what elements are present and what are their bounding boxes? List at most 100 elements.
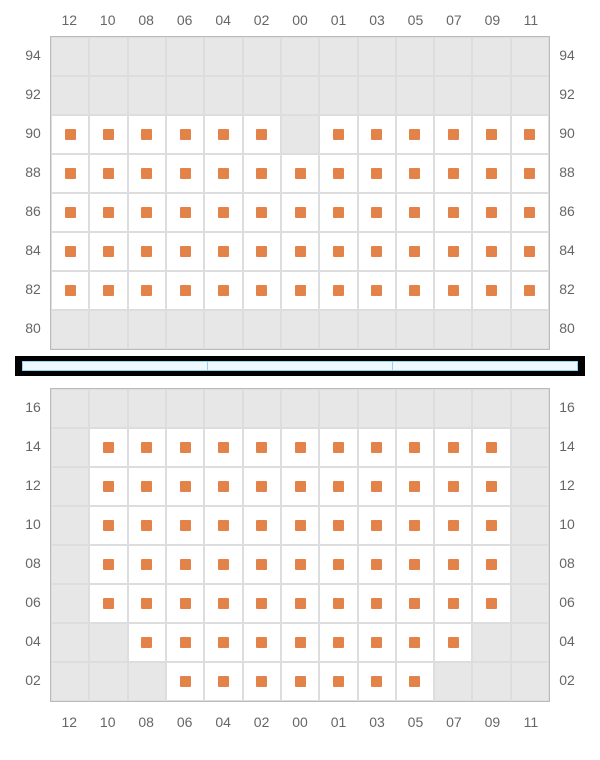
seat-cell[interactable] xyxy=(358,232,396,271)
seat-cell[interactable] xyxy=(89,584,127,623)
seat-cell[interactable] xyxy=(51,232,89,271)
seat-cell[interactable] xyxy=(128,506,166,545)
seat-cell[interactable] xyxy=(89,506,127,545)
seat-cell[interactable] xyxy=(89,467,127,506)
seat-cell[interactable] xyxy=(396,154,434,193)
seat-cell[interactable] xyxy=(434,506,472,545)
seat-cell[interactable] xyxy=(204,584,242,623)
seat-cell[interactable] xyxy=(319,193,357,232)
seat-cell[interactable] xyxy=(128,428,166,467)
seat-cell[interactable] xyxy=(358,506,396,545)
seat-cell[interactable] xyxy=(319,154,357,193)
seat-cell[interactable] xyxy=(166,467,204,506)
seat-cell[interactable] xyxy=(204,506,242,545)
seat-cell[interactable] xyxy=(396,271,434,310)
seat-cell[interactable] xyxy=(51,154,89,193)
seat-cell[interactable] xyxy=(511,115,549,154)
seat-cell[interactable] xyxy=(166,193,204,232)
seat-cell[interactable] xyxy=(396,428,434,467)
seat-cell[interactable] xyxy=(319,115,357,154)
seat-cell[interactable] xyxy=(319,467,357,506)
seat-cell[interactable] xyxy=(128,584,166,623)
seat-cell[interactable] xyxy=(166,154,204,193)
seat-cell[interactable] xyxy=(204,623,242,662)
seat-cell[interactable] xyxy=(319,428,357,467)
seat-cell[interactable] xyxy=(281,271,319,310)
seat-cell[interactable] xyxy=(89,428,127,467)
seat-cell[interactable] xyxy=(511,271,549,310)
seat-cell[interactable] xyxy=(434,467,472,506)
seat-cell[interactable] xyxy=(128,271,166,310)
seat-cell[interactable] xyxy=(396,193,434,232)
seat-cell[interactable] xyxy=(281,154,319,193)
seat-cell[interactable] xyxy=(434,623,472,662)
seat-cell[interactable] xyxy=(319,232,357,271)
seat-cell[interactable] xyxy=(243,662,281,701)
seat-cell[interactable] xyxy=(358,115,396,154)
seat-cell[interactable] xyxy=(472,232,510,271)
seat-cell[interactable] xyxy=(89,232,127,271)
seat-cell[interactable] xyxy=(281,623,319,662)
seat-cell[interactable] xyxy=(166,545,204,584)
seat-cell[interactable] xyxy=(128,154,166,193)
seat-cell[interactable] xyxy=(128,467,166,506)
seat-cell[interactable] xyxy=(128,545,166,584)
seat-cell[interactable] xyxy=(472,506,510,545)
seat-cell[interactable] xyxy=(166,506,204,545)
seat-cell[interactable] xyxy=(358,428,396,467)
seat-cell[interactable] xyxy=(166,428,204,467)
seat-cell[interactable] xyxy=(472,193,510,232)
seat-cell[interactable] xyxy=(166,115,204,154)
seat-cell[interactable] xyxy=(89,154,127,193)
seat-cell[interactable] xyxy=(434,232,472,271)
seat-cell[interactable] xyxy=(472,154,510,193)
seat-cell[interactable] xyxy=(128,232,166,271)
seat-cell[interactable] xyxy=(243,545,281,584)
seat-cell[interactable] xyxy=(396,506,434,545)
seat-cell[interactable] xyxy=(243,623,281,662)
seat-cell[interactable] xyxy=(358,545,396,584)
seat-cell[interactable] xyxy=(243,428,281,467)
seat-cell[interactable] xyxy=(358,467,396,506)
seat-cell[interactable] xyxy=(204,193,242,232)
seat-cell[interactable] xyxy=(204,428,242,467)
seat-cell[interactable] xyxy=(243,467,281,506)
seat-cell[interactable] xyxy=(319,271,357,310)
seat-cell[interactable] xyxy=(434,428,472,467)
seat-cell[interactable] xyxy=(358,584,396,623)
seat-cell[interactable] xyxy=(204,467,242,506)
seat-cell[interactable] xyxy=(472,115,510,154)
seat-cell[interactable] xyxy=(472,467,510,506)
seat-cell[interactable] xyxy=(319,506,357,545)
seat-cell[interactable] xyxy=(434,271,472,310)
seat-cell[interactable] xyxy=(166,232,204,271)
seat-cell[interactable] xyxy=(243,271,281,310)
seat-cell[interactable] xyxy=(472,428,510,467)
seat-cell[interactable] xyxy=(358,623,396,662)
seat-cell[interactable] xyxy=(128,115,166,154)
seat-cell[interactable] xyxy=(396,115,434,154)
seat-cell[interactable] xyxy=(358,271,396,310)
seat-cell[interactable] xyxy=(243,232,281,271)
seat-cell[interactable] xyxy=(281,545,319,584)
seat-cell[interactable] xyxy=(204,662,242,701)
seat-cell[interactable] xyxy=(396,545,434,584)
seat-cell[interactable] xyxy=(243,584,281,623)
seat-cell[interactable] xyxy=(243,506,281,545)
seat-cell[interactable] xyxy=(319,662,357,701)
seat-cell[interactable] xyxy=(204,154,242,193)
seat-cell[interactable] xyxy=(472,584,510,623)
seat-cell[interactable] xyxy=(396,623,434,662)
seat-cell[interactable] xyxy=(204,545,242,584)
seat-cell[interactable] xyxy=(243,154,281,193)
seat-cell[interactable] xyxy=(166,584,204,623)
seat-cell[interactable] xyxy=(434,154,472,193)
seat-cell[interactable] xyxy=(128,623,166,662)
seat-cell[interactable] xyxy=(243,193,281,232)
seat-cell[interactable] xyxy=(472,545,510,584)
seat-cell[interactable] xyxy=(281,193,319,232)
seat-cell[interactable] xyxy=(358,193,396,232)
seat-cell[interactable] xyxy=(281,506,319,545)
seat-cell[interactable] xyxy=(89,271,127,310)
seat-cell[interactable] xyxy=(51,115,89,154)
